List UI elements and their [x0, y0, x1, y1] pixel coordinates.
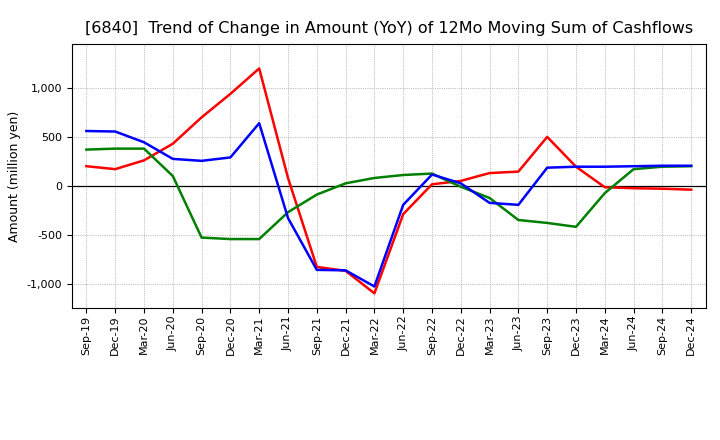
Operating Cashflow	[312, 264, 321, 270]
Investing Cashflow	[456, 184, 465, 189]
Free Cashflow	[399, 202, 408, 208]
Operating Cashflow	[82, 164, 91, 169]
Investing Cashflow	[140, 146, 148, 151]
Investing Cashflow	[341, 181, 350, 186]
Investing Cashflow	[284, 209, 292, 215]
Operating Cashflow	[658, 186, 667, 191]
Investing Cashflow	[514, 217, 523, 223]
Investing Cashflow	[370, 175, 379, 180]
Free Cashflow	[140, 139, 148, 145]
Operating Cashflow	[456, 178, 465, 183]
Investing Cashflow	[658, 164, 667, 169]
Investing Cashflow	[428, 171, 436, 176]
Operating Cashflow	[514, 169, 523, 174]
Operating Cashflow	[600, 185, 609, 190]
Free Cashflow	[687, 163, 696, 169]
Investing Cashflow	[600, 191, 609, 196]
Line: Operating Cashflow: Operating Cashflow	[86, 69, 691, 293]
Free Cashflow	[255, 121, 264, 126]
Investing Cashflow	[168, 173, 177, 179]
Operating Cashflow	[255, 66, 264, 71]
Free Cashflow	[485, 200, 494, 205]
Investing Cashflow	[543, 220, 552, 226]
Operating Cashflow	[399, 212, 408, 217]
Investing Cashflow	[485, 195, 494, 201]
Operating Cashflow	[543, 134, 552, 139]
Free Cashflow	[111, 129, 120, 134]
Free Cashflow	[168, 156, 177, 161]
Operating Cashflow	[629, 186, 638, 191]
Operating Cashflow	[687, 187, 696, 192]
Operating Cashflow	[140, 158, 148, 163]
Investing Cashflow	[629, 166, 638, 172]
Operating Cashflow	[284, 175, 292, 180]
Free Cashflow	[600, 164, 609, 169]
Free Cashflow	[456, 181, 465, 186]
Title: [6840]  Trend of Change in Amount (YoY) of 12Mo Moving Sum of Cashflows: [6840] Trend of Change in Amount (YoY) o…	[85, 21, 693, 36]
Free Cashflow	[82, 128, 91, 134]
Free Cashflow	[514, 202, 523, 208]
Investing Cashflow	[312, 192, 321, 197]
Investing Cashflow	[111, 146, 120, 151]
Investing Cashflow	[399, 172, 408, 178]
Free Cashflow	[197, 158, 206, 164]
Operating Cashflow	[428, 182, 436, 187]
Free Cashflow	[312, 267, 321, 272]
Investing Cashflow	[82, 147, 91, 152]
Free Cashflow	[658, 163, 667, 169]
Operating Cashflow	[341, 268, 350, 274]
Investing Cashflow	[226, 236, 235, 242]
Operating Cashflow	[485, 170, 494, 176]
Free Cashflow	[341, 268, 350, 273]
Line: Free Cashflow: Free Cashflow	[86, 123, 691, 286]
Free Cashflow	[572, 164, 580, 169]
Free Cashflow	[543, 165, 552, 170]
Free Cashflow	[370, 284, 379, 289]
Operating Cashflow	[370, 291, 379, 296]
Free Cashflow	[226, 155, 235, 160]
Investing Cashflow	[687, 164, 696, 169]
Operating Cashflow	[226, 91, 235, 96]
Operating Cashflow	[111, 166, 120, 172]
Free Cashflow	[428, 172, 436, 177]
Line: Investing Cashflow: Investing Cashflow	[86, 149, 691, 239]
Operating Cashflow	[168, 141, 177, 147]
Investing Cashflow	[572, 224, 580, 230]
Investing Cashflow	[197, 235, 206, 240]
Operating Cashflow	[572, 164, 580, 169]
Free Cashflow	[629, 164, 638, 169]
Free Cashflow	[284, 216, 292, 221]
Investing Cashflow	[255, 236, 264, 242]
Operating Cashflow	[197, 115, 206, 120]
Y-axis label: Amount (million yen): Amount (million yen)	[8, 110, 21, 242]
